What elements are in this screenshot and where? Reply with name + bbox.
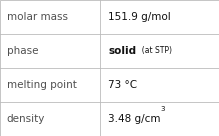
Text: 151.9 g/mol: 151.9 g/mol <box>108 12 171 22</box>
Text: melting point: melting point <box>7 80 76 90</box>
Text: 3.48 g/cm: 3.48 g/cm <box>108 114 161 124</box>
Text: molar mass: molar mass <box>7 12 68 22</box>
Text: 73 °C: 73 °C <box>108 80 138 90</box>
Text: (at STP): (at STP) <box>136 47 171 55</box>
Text: phase: phase <box>7 46 38 56</box>
Text: 3: 3 <box>161 106 165 112</box>
Text: density: density <box>7 114 45 124</box>
Text: solid: solid <box>108 46 136 56</box>
